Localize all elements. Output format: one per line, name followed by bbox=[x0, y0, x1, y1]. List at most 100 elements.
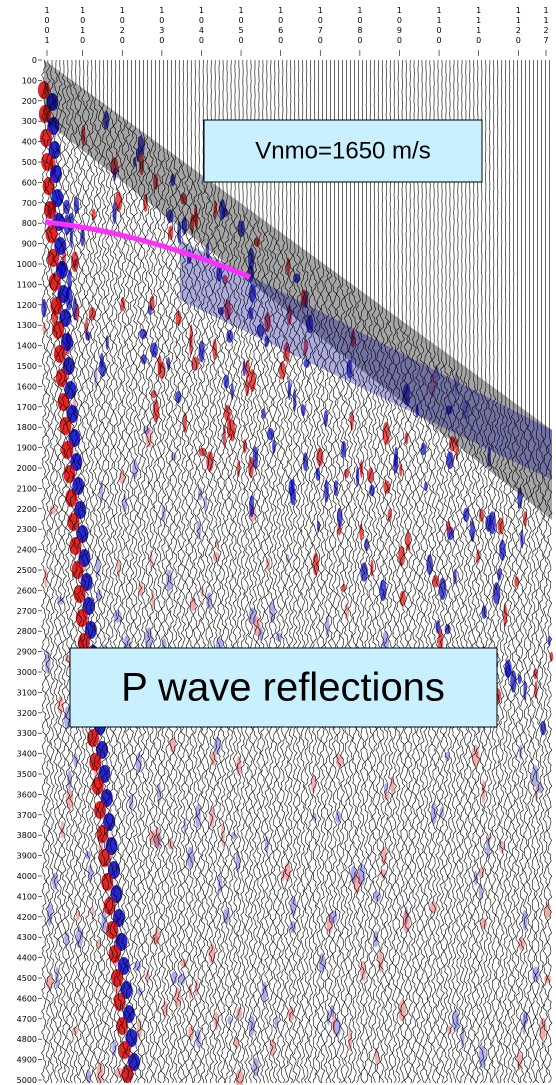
x-tick-label: 1010 bbox=[78, 6, 87, 46]
amplitude-blob bbox=[154, 926, 160, 945]
amplitude-blob bbox=[286, 257, 291, 276]
amplitude-blob bbox=[434, 365, 439, 380]
trace-wiggle bbox=[427, 59, 433, 1084]
trace-wiggle bbox=[224, 59, 230, 1084]
amplitude-blob bbox=[145, 427, 153, 448]
amplitude-blob bbox=[287, 380, 292, 401]
ground-roll-lobe bbox=[71, 561, 84, 579]
y-tick-label: 4800 bbox=[17, 1035, 37, 1044]
trace-wiggle bbox=[439, 59, 445, 1084]
ground-roll-lobe bbox=[62, 357, 75, 375]
trace-wiggle bbox=[359, 60, 366, 1084]
amplitude-blob bbox=[369, 484, 375, 497]
amplitude-blob bbox=[326, 914, 334, 934]
trace-wiggle bbox=[431, 59, 438, 1084]
amplitude-blob bbox=[446, 520, 451, 533]
amplitude-blob bbox=[478, 1045, 486, 1069]
trace-wiggle bbox=[176, 59, 183, 1084]
amplitude-blob bbox=[549, 651, 554, 662]
amplitude-blob bbox=[93, 367, 98, 389]
amplitude-blob bbox=[374, 1048, 380, 1066]
amplitude-blob bbox=[534, 681, 538, 699]
trace-wiggle bbox=[128, 60, 135, 1084]
amplitude-blob bbox=[198, 340, 205, 363]
amplitude-blob bbox=[346, 359, 353, 379]
amplitude-blob bbox=[203, 495, 208, 513]
trace-wiggle bbox=[295, 59, 302, 1084]
ground-roll-lobe bbox=[100, 789, 113, 807]
amplitude-blob bbox=[137, 136, 145, 156]
amplitude-blob bbox=[95, 556, 101, 578]
amplitude-blob bbox=[535, 786, 539, 803]
trace-wiggle bbox=[331, 59, 338, 1084]
y-tick-label: 1100 bbox=[17, 280, 37, 289]
amplitude-blob bbox=[426, 554, 433, 576]
trace-wiggle bbox=[371, 60, 378, 1084]
trace-wiggle bbox=[415, 59, 422, 1084]
trace-wiggle bbox=[164, 59, 171, 1084]
trace-wiggle bbox=[466, 59, 473, 1084]
trace-wiggle bbox=[530, 59, 537, 1084]
amplitude-blob bbox=[188, 1025, 194, 1041]
amplitude-blob bbox=[337, 507, 343, 528]
y-tick-label: 3700 bbox=[17, 811, 37, 820]
amplitude-blob bbox=[287, 1006, 295, 1021]
amplitude-blob bbox=[540, 720, 547, 736]
amplitude-blob bbox=[175, 391, 182, 404]
trace-wiggle bbox=[255, 59, 262, 1084]
ground-roll-lobe bbox=[64, 381, 77, 399]
amplitude-blob bbox=[67, 269, 72, 292]
annotation: Vnmo=1650 m/s bbox=[255, 137, 430, 164]
trace-wiggle bbox=[442, 59, 449, 1084]
trace-wiggle bbox=[387, 60, 394, 1084]
y-tick-label: 700 bbox=[22, 199, 37, 208]
amplitude-blob bbox=[136, 147, 140, 162]
y-tick-label: 3500 bbox=[17, 770, 37, 779]
y-tick-label: 4900 bbox=[17, 1056, 37, 1065]
trace-wiggle bbox=[478, 59, 485, 1084]
trace-wiggle bbox=[44, 60, 51, 1084]
trace-wiggle bbox=[184, 59, 191, 1084]
y-tick-label: 2300 bbox=[17, 525, 37, 534]
ground-roll-lobe bbox=[48, 141, 61, 159]
trace-wiggle bbox=[116, 59, 123, 1084]
trace-wiggle bbox=[132, 59, 139, 1084]
y-tick-label: 4300 bbox=[17, 933, 37, 942]
amplitude-blob bbox=[150, 390, 157, 399]
amplitude-blob bbox=[420, 442, 427, 456]
y-tick-label: 500 bbox=[22, 158, 37, 167]
trace-wiggle bbox=[395, 59, 402, 1084]
amplitude-blob bbox=[383, 480, 391, 494]
ground-roll-lobe bbox=[42, 177, 55, 195]
trace-wiggle bbox=[339, 59, 346, 1084]
amplitude-blob bbox=[380, 846, 388, 866]
trace-wiggle bbox=[152, 60, 159, 1084]
amplitude-blob bbox=[44, 650, 51, 674]
axes: 0 100 200 300 400 500 600 700 800 900 1000 1100 1200… bbox=[17, 6, 551, 1085]
y-tick-label: 4400 bbox=[17, 954, 37, 963]
amplitude-blob bbox=[353, 871, 361, 894]
trace-wiggle bbox=[200, 60, 207, 1084]
y-tick-label: 600 bbox=[22, 178, 37, 187]
trace-wiggle bbox=[299, 59, 306, 1084]
amplitude-blob bbox=[195, 804, 201, 829]
trace-wiggle bbox=[267, 59, 274, 1084]
y-tick-label: 4500 bbox=[17, 974, 37, 983]
amplitude-blob bbox=[325, 615, 330, 639]
trace-wiggle bbox=[292, 59, 298, 1084]
amplitude-blob bbox=[138, 153, 145, 176]
x-tick-label: 1030 bbox=[157, 6, 166, 46]
ground-roll-lobe bbox=[53, 345, 66, 363]
x-tick-label: 1040 bbox=[197, 6, 206, 46]
trace-wiggle bbox=[279, 59, 286, 1084]
trace-wiggle bbox=[419, 59, 426, 1084]
trace-wiggle bbox=[335, 59, 342, 1084]
amplitude-blob bbox=[446, 451, 454, 470]
trace-wiggle bbox=[48, 60, 55, 1084]
amplitude-blob bbox=[451, 1009, 460, 1032]
amplitude-blob bbox=[253, 237, 261, 247]
trace-wiggle bbox=[120, 59, 127, 1084]
amplitude-blob bbox=[150, 342, 159, 358]
amplitude-blob bbox=[283, 342, 290, 362]
y-tick-label: 1300 bbox=[17, 321, 37, 330]
